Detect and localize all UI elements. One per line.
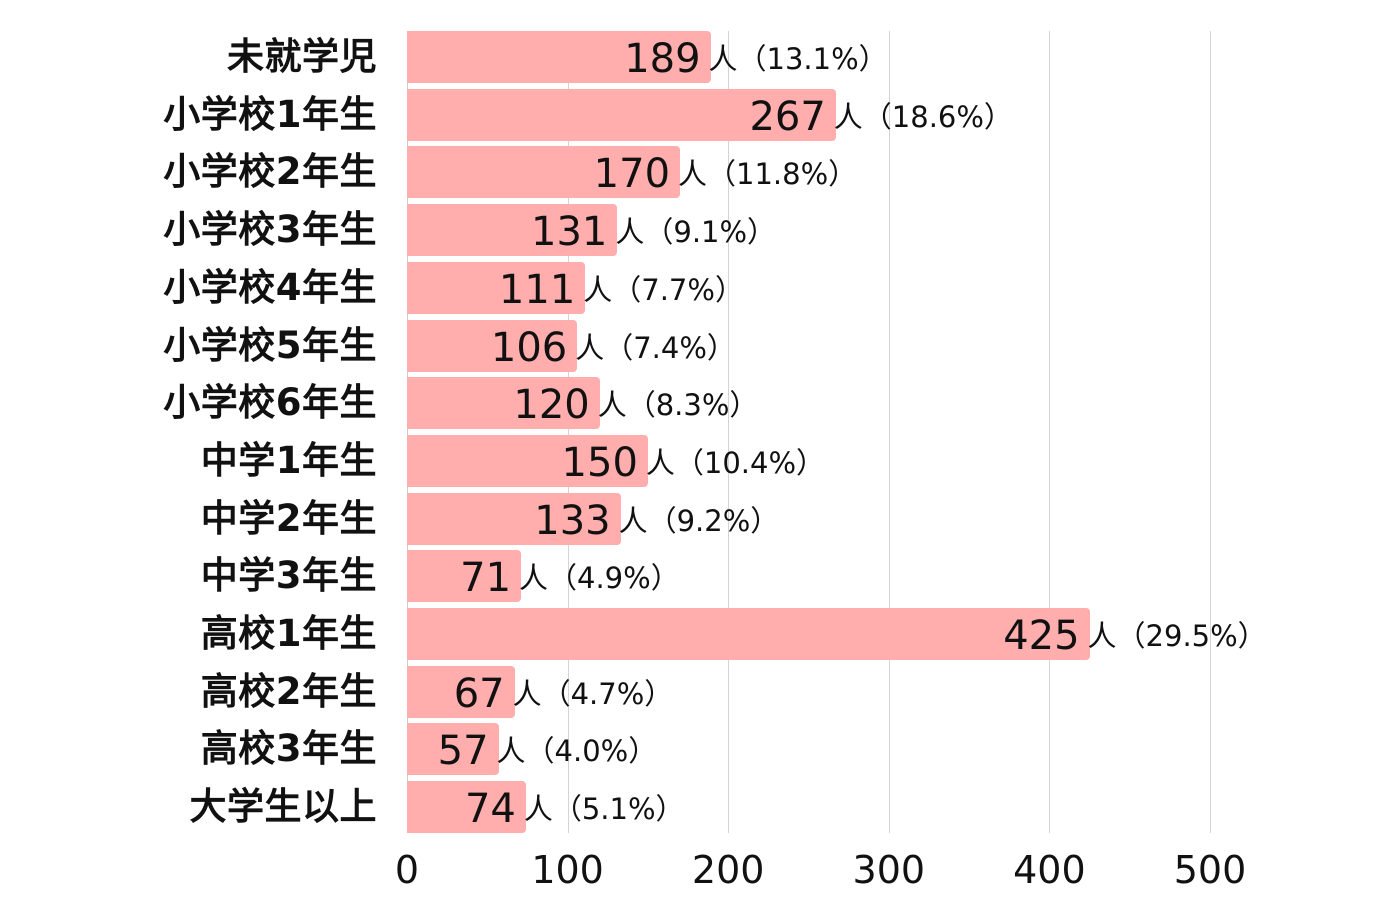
gridline bbox=[1049, 31, 1051, 833]
bar bbox=[407, 88, 836, 141]
gridline bbox=[407, 31, 408, 833]
category-label: 小学校6年生 bbox=[163, 381, 377, 425]
bar bbox=[407, 31, 711, 83]
category-label: 中学2年生 bbox=[200, 496, 377, 540]
bar bbox=[407, 146, 681, 199]
bar bbox=[407, 723, 499, 776]
bar-row: 高校2年生 67 人（4.7%） bbox=[0, 665, 1380, 718]
bar-row: 未就学児 189 人（13.1%） bbox=[0, 31, 1380, 83]
bar-value-label: 67 bbox=[453, 670, 505, 717]
bar-row: 中学3年生 71 人（4.9%） bbox=[0, 550, 1380, 603]
bar-value-label: 71 bbox=[460, 555, 512, 602]
bar-value-label: 267 bbox=[749, 93, 826, 140]
bar-percent-label: 人（5.1%） bbox=[523, 792, 685, 827]
bar bbox=[407, 319, 578, 372]
bar-value-label: 133 bbox=[534, 497, 611, 544]
category-label: 未就学児 bbox=[227, 35, 377, 78]
gridline bbox=[728, 31, 730, 833]
category-label: 高校2年生 bbox=[200, 669, 377, 713]
x-tick-label: 0 bbox=[394, 848, 420, 892]
bar-row: 小学校6年生 120 人（8.3%） bbox=[0, 377, 1380, 430]
gridline bbox=[888, 31, 890, 833]
category-label: 大学生以上 bbox=[189, 785, 377, 829]
bar-value-label: 106 bbox=[490, 324, 568, 371]
bar-percent-label: 人（4.7%） bbox=[512, 676, 674, 711]
bar-value-label: 425 bbox=[1003, 613, 1080, 659]
bar-value-label: 170 bbox=[593, 151, 671, 198]
bar bbox=[407, 492, 621, 545]
bar-percent-label: 人（18.6%） bbox=[833, 99, 1013, 134]
bar-row: 小学校2年生 170 人（11.8%） bbox=[0, 146, 1380, 199]
category-label: 高校1年生 bbox=[200, 612, 377, 655]
bar-value-label: 111 bbox=[498, 266, 576, 313]
x-tick-label: 100 bbox=[531, 848, 604, 892]
category-label: 小学校2年生 bbox=[163, 150, 377, 194]
bar-value-label: 57 bbox=[437, 728, 489, 775]
bar-percent-label: 人（4.0%） bbox=[496, 734, 658, 769]
bar-percent-label: 人（4.9%） bbox=[519, 561, 680, 596]
category-label: 小学校4年生 bbox=[163, 265, 377, 309]
bar-row: 大学生以上 74 人（5.1%） bbox=[0, 781, 1380, 834]
bar-row: 小学校5年生 106 人（7.4%） bbox=[0, 319, 1380, 372]
category-label: 小学校1年生 bbox=[163, 92, 377, 136]
category-label: 小学校3年生 bbox=[163, 208, 377, 252]
bar bbox=[407, 665, 515, 718]
gridline bbox=[567, 31, 569, 833]
bar-percent-label: 人（10.4%） bbox=[645, 445, 826, 480]
bar bbox=[407, 781, 526, 834]
bar-percent-label: 人（29.5%） bbox=[1087, 619, 1267, 653]
bar-percent-label: 人（7.7%） bbox=[583, 272, 744, 307]
bar-percent-label: 人（11.8%） bbox=[678, 157, 858, 192]
bar-row: 中学2年生 133 人（9.2%） bbox=[0, 492, 1380, 545]
x-tick-label: 300 bbox=[852, 848, 926, 892]
category-label: 高校3年生 bbox=[200, 727, 377, 771]
bar-percent-label: 人（9.2%） bbox=[618, 503, 780, 538]
bar bbox=[407, 550, 522, 603]
bar-percent-label: 人（7.4%） bbox=[575, 330, 736, 365]
bar bbox=[407, 608, 1090, 660]
bar bbox=[407, 434, 648, 487]
bar bbox=[407, 377, 600, 430]
bar-row: 高校3年生 57 人（4.0%） bbox=[0, 723, 1380, 776]
bar-row: 小学校3年生 131 人（9.1%） bbox=[0, 204, 1380, 257]
bar bbox=[407, 261, 586, 314]
x-tick-label: 500 bbox=[1173, 848, 1247, 892]
category-label: 中学1年生 bbox=[200, 438, 377, 482]
category-label: 小学校5年生 bbox=[163, 323, 377, 367]
category-label: 中学3年生 bbox=[200, 554, 377, 598]
bar-row: 中学1年生 150 人（10.4%） bbox=[0, 434, 1380, 487]
bar bbox=[407, 204, 618, 257]
bar-row: 小学校4年生 111 人（7.7%） bbox=[0, 261, 1380, 314]
bar-value-label: 150 bbox=[561, 439, 638, 486]
bar-value-label: 120 bbox=[513, 382, 590, 429]
bar-percent-label: 人（8.3%） bbox=[597, 388, 759, 423]
bar-percent-label: 人（13.1%） bbox=[708, 42, 888, 76]
x-tick-label: 200 bbox=[691, 848, 765, 892]
bar-percent-label: 人（9.1%） bbox=[615, 215, 777, 250]
bar-row: 小学校1年生 267 人（18.6%） bbox=[0, 88, 1380, 141]
bar-value-label: 131 bbox=[531, 209, 608, 256]
gridline bbox=[1210, 31, 1211, 833]
bar-value-label: 189 bbox=[624, 36, 701, 82]
bar-row: 高校1年生 425 人（29.5%） bbox=[0, 608, 1380, 660]
x-tick-label: 400 bbox=[1013, 848, 1086, 892]
bar-value-label: 74 bbox=[464, 786, 516, 833]
